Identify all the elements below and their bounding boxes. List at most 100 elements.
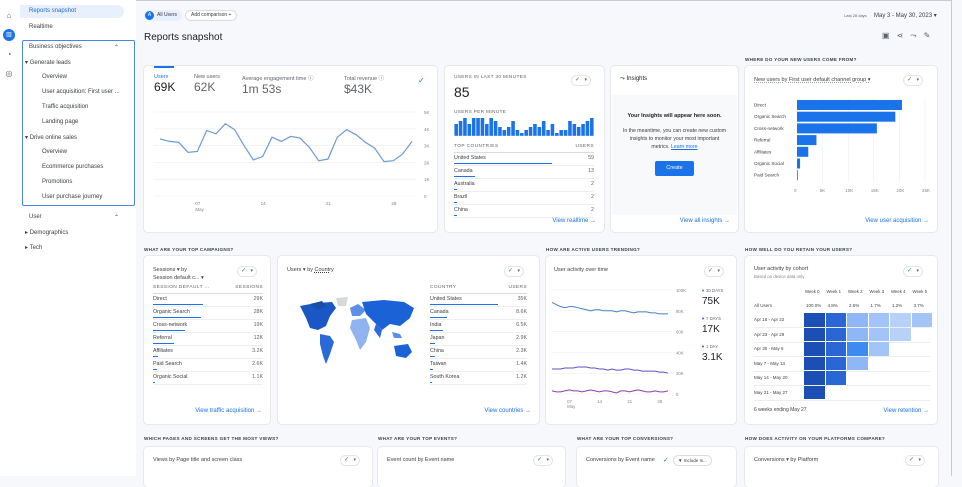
nav-group-drive-online-sales[interactable]: ▾ Drive online sales bbox=[25, 135, 78, 141]
table-row[interactable]: Organic Search 28K bbox=[153, 307, 263, 320]
collapse-icon[interactable]: ⌃ bbox=[114, 215, 120, 221]
table-row[interactable]: Taiwan 1.4K bbox=[430, 359, 527, 372]
add-comparison-button[interactable]: Add comparison + bbox=[185, 10, 238, 21]
table-row[interactable]: India 6.5K bbox=[430, 320, 527, 333]
create-insight-button[interactable]: Create bbox=[655, 161, 694, 176]
help-icon[interactable]: ⓘ bbox=[378, 76, 385, 82]
cohort-cell[interactable] bbox=[868, 313, 889, 327]
table-row[interactable]: Cross-network 19K bbox=[153, 320, 263, 333]
view-retention-link[interactable]: View retention → bbox=[883, 408, 929, 414]
nav-realtime[interactable]: Realtime bbox=[29, 24, 53, 30]
compare-dropdown[interactable]: ✓ bbox=[903, 75, 923, 86]
compare-dropdown[interactable]: ✓ bbox=[905, 455, 925, 466]
cohort-cell[interactable] bbox=[804, 313, 825, 327]
view-countries-link[interactable]: View countries → bbox=[484, 408, 531, 414]
compare-dropdown[interactable]: ✓ bbox=[704, 266, 724, 277]
home-icon[interactable]: ⌂ bbox=[6, 11, 12, 20]
section-business-objectives[interactable]: Business objectives bbox=[29, 44, 82, 50]
metric-revenue-tab[interactable]: Total revenue ⓘ $43K bbox=[344, 74, 384, 96]
view-user-acquisition-link[interactable]: View user acquisition → bbox=[865, 218, 929, 224]
nav-demographics[interactable]: ▸ Demographics bbox=[25, 230, 69, 236]
nav-item[interactable]: Promotions bbox=[42, 179, 73, 185]
metric-selector[interactable]: Sessions ▾ by bbox=[153, 267, 187, 273]
advertising-icon[interactable]: ◎ bbox=[5, 69, 13, 78]
cohort-cell[interactable] bbox=[804, 356, 825, 370]
card-title[interactable]: Conversions ▾ by Platform bbox=[754, 457, 819, 463]
metric-engagement-tab[interactable]: Average engagement time ⓘ 1m 53s bbox=[242, 74, 313, 96]
dimension-selector[interactable]: Country bbox=[314, 267, 334, 273]
table-row[interactable]: Paid Search 2.6K bbox=[153, 359, 263, 372]
share-icon[interactable]: ⋖ bbox=[896, 31, 904, 40]
reports-icon[interactable]: ▥ bbox=[3, 29, 15, 41]
nav-item[interactable]: Overview bbox=[42, 149, 68, 155]
cohort-cell[interactable] bbox=[825, 342, 846, 356]
table-row[interactable]: China 2 bbox=[454, 205, 594, 218]
nav-item[interactable]: User acquisition: First user ... bbox=[42, 89, 120, 95]
compare-dropdown[interactable]: ✓ bbox=[237, 266, 257, 277]
compare-dropdown[interactable]: ✓ bbox=[504, 266, 524, 277]
date-range-picker[interactable]: May 3 - May 30, 2023 ▾ bbox=[874, 13, 937, 19]
collapse-icon[interactable]: ⌃ bbox=[114, 45, 120, 51]
table-row[interactable]: Referral 12K bbox=[153, 333, 263, 346]
compare-dropdown[interactable]: ✓ bbox=[903, 266, 923, 277]
compare-dropdown[interactable]: ✓ bbox=[571, 75, 591, 86]
edit-icon[interactable]: ✎ bbox=[923, 31, 931, 40]
segment-chip[interactable]: A All Users bbox=[144, 10, 183, 21]
cohort-cell[interactable] bbox=[804, 371, 825, 385]
table-row[interactable]: Brazil 2 bbox=[454, 192, 594, 205]
insights-icon[interactable]: ⤳ bbox=[910, 31, 917, 40]
table-row[interactable]: United States 59 bbox=[454, 153, 594, 166]
filter-chip[interactable]: ▼ Include Is... bbox=[673, 455, 712, 466]
metric-new-users-tab[interactable]: New users 62K bbox=[194, 74, 220, 94]
table-row[interactable]: China 2.3K bbox=[430, 346, 527, 359]
card-title[interactable]: Conversions by Event name bbox=[586, 457, 655, 463]
check-circle-icon[interactable]: ✓ bbox=[663, 457, 669, 464]
explore-icon[interactable]: ◔ bbox=[6, 50, 12, 59]
cohort-cell[interactable] bbox=[804, 327, 825, 341]
view-traffic-acquisition-link[interactable]: View traffic acquisition → bbox=[195, 408, 262, 414]
card-title[interactable]: Sessions ▾ by Session default c... ▾ bbox=[153, 266, 204, 282]
nav-item[interactable]: User purchase journey bbox=[42, 194, 103, 200]
cohort-cell[interactable] bbox=[868, 327, 889, 341]
cohort-cell[interactable] bbox=[804, 342, 825, 356]
dimension-selector[interactable]: Session default c... ▾ bbox=[153, 275, 204, 281]
cohort-cell[interactable] bbox=[890, 313, 911, 327]
view-all-insights-link[interactable]: View all insights → bbox=[679, 218, 730, 224]
metric-selector[interactable]: Users ▾ bbox=[287, 267, 306, 273]
cohort-cell[interactable] bbox=[825, 371, 846, 385]
table-row[interactable]: Direct 29K bbox=[153, 294, 263, 307]
table-row[interactable]: Canada 8.6K bbox=[430, 307, 527, 320]
table-row[interactable]: Affiliates 3.2K bbox=[153, 346, 263, 359]
cohort-cell[interactable] bbox=[825, 356, 846, 370]
learn-more-link[interactable]: Learn more bbox=[671, 144, 698, 150]
table-row[interactable]: Japan 2.9K bbox=[430, 333, 527, 346]
nav-group-generate-leads[interactable]: ▾ Generate leads bbox=[25, 60, 71, 66]
cohort-cell[interactable] bbox=[847, 327, 868, 341]
cohort-cell[interactable] bbox=[825, 327, 846, 341]
table-row[interactable]: Organic Social 1.1K bbox=[153, 372, 263, 385]
cohort-cell[interactable] bbox=[868, 342, 889, 356]
nav-item[interactable]: Landing page bbox=[42, 119, 79, 125]
card-title[interactable]: Views by Page title and screen class bbox=[153, 457, 243, 463]
customize-icon[interactable]: ▣ bbox=[882, 31, 890, 40]
compare-dropdown[interactable]: ✓ bbox=[533, 455, 553, 466]
cohort-cell[interactable] bbox=[847, 342, 868, 356]
card-title[interactable]: New users by First user default channel … bbox=[754, 77, 871, 83]
metric-users-tab[interactable]: Users 69K bbox=[154, 74, 175, 94]
nav-item[interactable]: Traffic acquisition bbox=[42, 104, 89, 110]
nav-tech[interactable]: ▸ Tech bbox=[25, 245, 43, 251]
table-row[interactable]: United States 35K bbox=[430, 294, 527, 307]
nav-reports-snapshot[interactable]: Reports snapshot bbox=[20, 5, 124, 18]
nav-item[interactable]: Overview bbox=[42, 74, 68, 80]
cohort-cell[interactable] bbox=[890, 327, 911, 341]
table-row[interactable]: Australia 2 bbox=[454, 179, 594, 192]
cohort-cell[interactable] bbox=[911, 313, 932, 327]
compare-dropdown[interactable]: ✓ bbox=[340, 455, 360, 466]
check-circle-icon[interactable]: ✓ bbox=[418, 76, 425, 85]
card-title[interactable]: Users ▾ by Country bbox=[287, 267, 334, 273]
view-realtime-link[interactable]: View realtime → bbox=[552, 218, 596, 224]
help-icon[interactable]: ⓘ bbox=[307, 76, 314, 82]
cohort-cell[interactable] bbox=[847, 356, 868, 370]
table-row[interactable]: Canada 13 bbox=[454, 166, 594, 179]
cohort-cell[interactable] bbox=[804, 385, 825, 399]
